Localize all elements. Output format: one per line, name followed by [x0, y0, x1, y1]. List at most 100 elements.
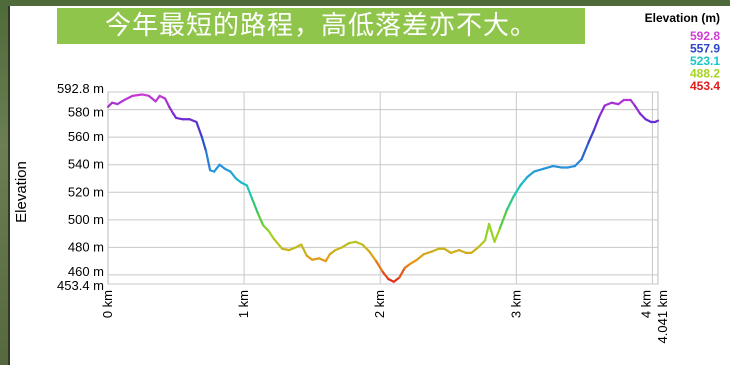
elevation-segment	[317, 257, 327, 263]
elevation-segment	[204, 149, 212, 172]
elevation-segment	[526, 170, 536, 179]
elevation-segment	[305, 254, 314, 261]
elevation-segment	[566, 165, 576, 169]
elevation-segment	[629, 98, 636, 107]
elevation-segment	[592, 115, 601, 132]
elevation-segment	[498, 209, 508, 230]
y-tick-label: 580 m	[68, 105, 104, 120]
legend-entry: 592.8	[690, 29, 720, 43]
elevation-segment	[587, 129, 595, 144]
elevation-segment	[354, 240, 364, 246]
elevation-segment	[347, 240, 357, 245]
elevation-profile-line	[106, 93, 660, 283]
elevation-segment	[281, 247, 291, 252]
elevation-segment	[458, 249, 468, 254]
elevation-segment	[512, 184, 522, 198]
legend-entry: 453.4	[690, 79, 720, 93]
elevation-segment	[415, 253, 425, 261]
elevation-segment	[131, 93, 144, 97]
elevation-segment	[443, 247, 453, 254]
elevation-segment	[267, 229, 276, 241]
elevation-segment	[409, 258, 419, 265]
elevation-segment	[483, 222, 491, 242]
elevation-segment	[368, 250, 378, 263]
chart-panel	[8, 6, 730, 365]
elevation-segment	[532, 167, 545, 173]
elevation-segment	[168, 105, 175, 115]
elevation-segment	[381, 271, 390, 281]
elevation-segment	[603, 101, 613, 107]
gridlines	[107, 91, 659, 285]
elevation-segment	[477, 239, 487, 249]
elevation-segment	[262, 224, 270, 232]
x-tick-label: 1 km	[236, 290, 251, 318]
elevation-segment	[334, 246, 344, 252]
elevation-segment	[251, 198, 259, 215]
photo-caption: 今年最短的路程，高低落差亦不大。	[57, 8, 585, 44]
elevation-segment	[617, 98, 625, 106]
elevation-segment	[551, 165, 563, 169]
plot-frame	[107, 91, 659, 285]
x-axis-tick-labels: 0 km 1 km 2 km 3 km 4 km 4.041 km	[100, 290, 670, 343]
elevation-segment	[573, 158, 583, 168]
elevation-segment	[580, 141, 590, 161]
elevation-segment	[195, 120, 204, 139]
elevation-segment	[311, 257, 321, 261]
legend-title: Elevation (m)	[645, 11, 720, 25]
elevation-segment	[403, 262, 412, 270]
legend-entry: 557.9	[690, 42, 720, 56]
elevation-segment	[218, 163, 227, 170]
y-tick-label: 592.8 m	[57, 81, 104, 96]
elevation-segment	[324, 253, 331, 263]
elevation-segment	[422, 250, 434, 256]
x-tick-label: 3 km	[508, 290, 523, 318]
elevation-segment	[245, 184, 254, 201]
x-tick-label: 4 km	[638, 290, 653, 318]
elevation-segment	[328, 249, 337, 256]
elevation-segment	[140, 93, 150, 97]
elevation-segment	[633, 104, 642, 115]
elevation-segment	[505, 195, 515, 212]
x-tick-label: 2 km	[372, 290, 387, 318]
elevation-segment	[392, 276, 401, 283]
elevation-segment	[154, 94, 161, 103]
elevation-segment	[519, 176, 529, 187]
y-axis-label: Elevation	[13, 161, 30, 223]
elevation-segment	[300, 243, 308, 257]
legend-entry: 523.1	[690, 54, 720, 68]
elevation-segment	[375, 260, 385, 274]
y-tick-label: 520 m	[68, 184, 104, 199]
elevation-segment	[234, 177, 243, 184]
elevation-segment	[272, 237, 284, 250]
elevation-segment	[213, 163, 221, 173]
elevation-segment	[493, 226, 502, 243]
elevation-segment	[164, 97, 171, 108]
elevation-segment	[610, 101, 620, 106]
y-tick-label: 480 m	[68, 239, 104, 254]
elevation-segment	[341, 242, 351, 249]
elevation-segment	[654, 119, 660, 124]
elevation-segment	[598, 104, 606, 118]
elevation-segment	[147, 94, 157, 103]
y-tick-label: 453.4 m	[57, 278, 104, 293]
legend-entry: 488.2	[690, 67, 720, 81]
x-tick-label: 0 km	[100, 290, 115, 318]
elevation-segment	[639, 112, 647, 121]
elevation-segment	[174, 116, 184, 121]
elevation-segment	[470, 246, 480, 254]
elevation-segment	[398, 266, 406, 279]
elevation-segment	[116, 98, 126, 106]
elevation-segment	[542, 165, 555, 170]
y-tick-label: 560 m	[68, 129, 104, 144]
elevation-segment	[361, 243, 371, 253]
elevation-segment	[287, 246, 297, 252]
elevation-segment	[188, 118, 198, 124]
elevation-segment	[229, 170, 238, 180]
x-tick-label: 4.041 km	[655, 290, 670, 343]
elevation-segment	[200, 136, 208, 153]
y-tick-label: 460 m	[68, 264, 104, 279]
y-tick-label: 540 m	[68, 157, 104, 172]
